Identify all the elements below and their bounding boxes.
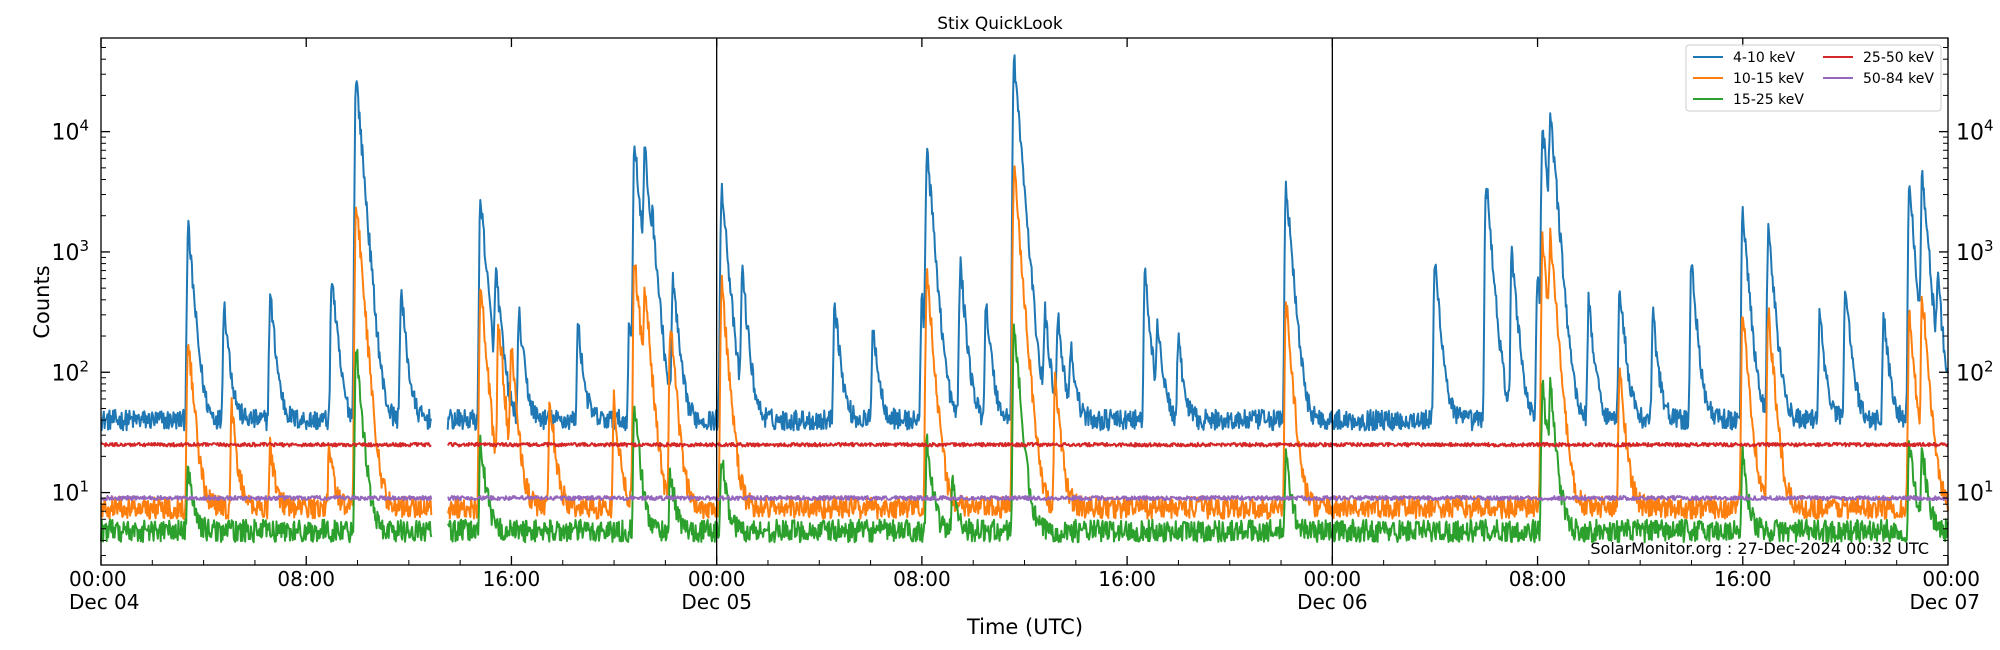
series-line-2 [447,441,1949,448]
series-line-2 [446,165,1949,520]
legend-label: 4-10 keV [1733,50,1795,66]
y-tick-label: 103 [1956,237,1994,266]
x-tick-date-label: Dec 05 [681,590,752,614]
footer-credit: SolarMonitor.org : 27-Dec-2024 00:32 UTC [1590,539,1929,558]
series-layer [100,54,1949,544]
y-tick-label: 104 [1956,117,1994,146]
legend-item: 10-15 keV [1693,71,1804,87]
series-line-1 [100,80,433,432]
legend-item: 50-84 keV [1823,71,1934,87]
x-tick-label: 08:00 [893,567,951,591]
series-line-1 [100,495,433,502]
x-tick-label: 16:00 [1714,567,1772,591]
x-tick-label: 16:00 [1098,567,1156,591]
series-line-2 [446,323,1949,544]
x-tick-date-label: Dec 04 [69,590,140,614]
x-tick-label: 00:00 [1922,567,1980,591]
x-tick-label: 00:00 [688,567,746,591]
series-25-50-kev [100,441,1949,448]
legend-label: 15-25 keV [1733,92,1804,108]
series-line-1 [100,206,433,520]
y-axis-label: Counts [30,265,54,338]
legend-label: 10-15 keV [1733,71,1804,87]
legend-item: 15-25 keV [1693,92,1804,108]
y-tick-label: 103 [51,237,89,266]
series-line-2 [447,495,1949,502]
y-tick-label: 104 [51,117,89,146]
legend-item: 4-10 keV [1693,50,1795,66]
series-4-10-kev [100,54,1949,432]
x-tick-label: 00:00 [69,567,127,591]
x-tick-label: 00:00 [1304,567,1362,591]
x-tick-label: 16:00 [483,567,541,591]
day-boundaries [716,38,1333,565]
x-tick-date-label: Dec 07 [1909,590,1980,614]
y-tick-label: 101 [51,478,89,507]
plot-area [100,37,1949,566]
x-axis-label: Time (UTC) [966,615,1083,639]
legend-item: 25-50 keV [1823,50,1934,66]
x-tick-label: 08:00 [277,567,335,591]
y-tick-label: 102 [1956,357,1994,386]
legend-label: 50-84 keV [1863,71,1934,87]
x-tick-date-label: Dec 06 [1297,590,1368,614]
x-tick-label: 08:00 [1509,567,1567,591]
series-line-2 [446,54,1949,432]
series-50-84-kev [100,495,1949,502]
series-line-1 [100,441,432,448]
chart-title: Stix QuickLook [937,14,1063,34]
series-line-1 [100,348,433,544]
y-tick-label: 101 [1956,478,1994,507]
y-axis-ticks: 101 101 102 102 103 103 104 104 [51,37,1994,556]
legend-box [1685,44,1942,112]
y-tick-label: 102 [51,357,89,386]
legend-label: 25-50 keV [1863,50,1934,66]
series-15-25-kev [100,323,1949,544]
legend: 4-10 keV 10-15 keV 15-25 keV 25-50 keV 50-84… [1685,44,1942,112]
